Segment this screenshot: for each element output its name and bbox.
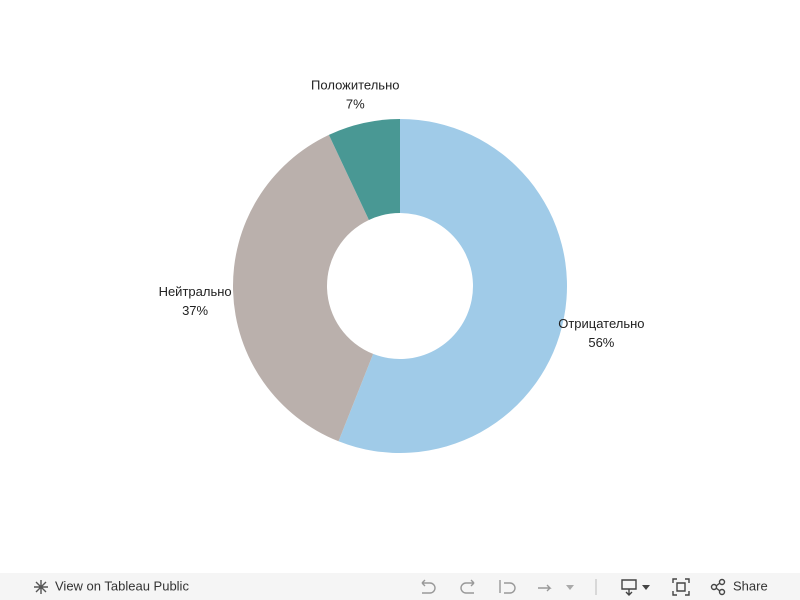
revert-icon[interactable]	[499, 580, 516, 594]
toolbar-bg	[0, 573, 800, 600]
donut-segment	[338, 119, 567, 453]
toolbar: View on Tableau Public Share	[0, 573, 800, 600]
segment-label: Отрицательно	[558, 316, 644, 331]
view-link[interactable]: View on Tableau Public	[55, 578, 189, 593]
refresh-icon[interactable]	[538, 584, 552, 592]
segment-label: Положительно	[311, 77, 399, 92]
dropdown[interactable]	[566, 585, 574, 590]
undo-icon[interactable]	[421, 579, 436, 594]
donut-segment	[328, 119, 400, 220]
fullscreen-icon[interactable]	[672, 578, 690, 596]
donut-segment	[233, 134, 374, 442]
segment-value-label: 7%	[346, 96, 365, 111]
plot: Отрицательно 56% Нейтрально 37% Положительно…	[159, 77, 645, 453]
segment-value-label: 56%	[588, 335, 614, 350]
download-dropdown[interactable]	[642, 585, 650, 590]
segment-value-label: 37%	[182, 303, 208, 318]
share-link[interactable]: Share	[733, 578, 768, 593]
download-icon[interactable]	[621, 579, 637, 596]
segment-label: Нейтрально	[159, 284, 232, 299]
redo-icon[interactable]	[460, 579, 475, 594]
share-icon[interactable]	[710, 578, 726, 596]
tableau-logo[interactable]	[34, 580, 48, 594]
